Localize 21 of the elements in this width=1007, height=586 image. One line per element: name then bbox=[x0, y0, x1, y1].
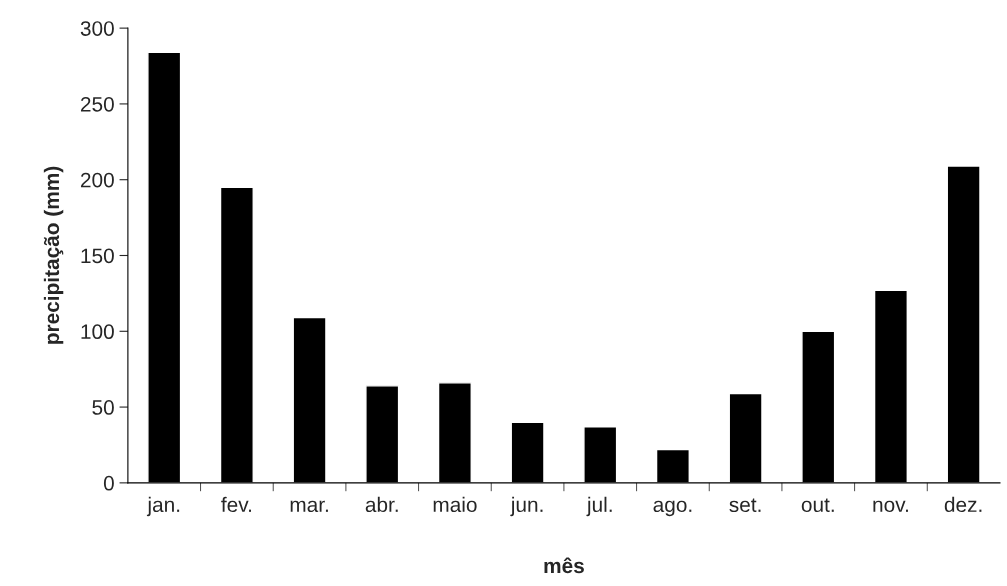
x-axis-title: mês bbox=[544, 557, 584, 574]
x-tick-label: fev. bbox=[221, 496, 252, 513]
y-tick-label: 150 bbox=[81, 248, 114, 264]
y-tick-label: 200 bbox=[80, 172, 114, 188]
x-tick-label: nov. bbox=[873, 500, 908, 513]
x-tick-label: out. bbox=[801, 498, 834, 513]
y-tick-label: 250 bbox=[80, 96, 114, 112]
x-tick-label: set. bbox=[729, 498, 761, 513]
x-tick-label: jul. bbox=[586, 496, 612, 517]
x-tick-label: mar. bbox=[290, 500, 328, 513]
x-tick-label: maio bbox=[433, 496, 477, 513]
y-tick-label: 100 bbox=[81, 324, 114, 340]
x-tick-label: abr. bbox=[365, 496, 398, 513]
y-tick-label: 50 bbox=[92, 400, 114, 415]
y-axis-title: precipitação (mm) bbox=[43, 166, 64, 344]
x-tick-label: ago. bbox=[653, 500, 692, 517]
x-tick-label: dez. bbox=[944, 496, 982, 513]
x-tick-label: jan. bbox=[146, 496, 180, 517]
y-tick-label: 0 bbox=[103, 475, 114, 491]
x-tick-label: jun. bbox=[510, 496, 543, 517]
y-tick-label: 300 bbox=[80, 21, 114, 36]
